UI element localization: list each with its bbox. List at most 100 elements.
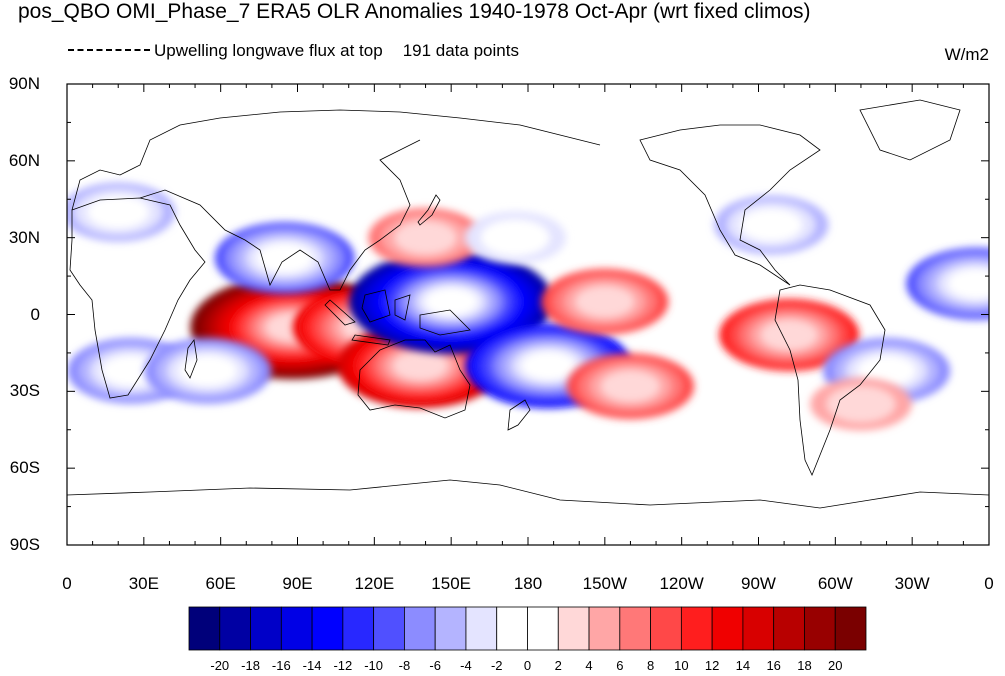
lon-label: 180 — [513, 574, 543, 593]
colorbar-label: 12 — [704, 658, 720, 673]
colorbar-box — [804, 606, 836, 651]
lon-label: 150E — [431, 574, 472, 593]
lon-label: 0 — [984, 574, 994, 593]
anomaly-japan-positive — [368, 208, 483, 268]
lat-label: 30N — [8, 227, 40, 247]
axis-ticks — [66, 83, 990, 546]
lon-label: 120W — [659, 574, 704, 593]
lon-label: 90E — [282, 574, 313, 593]
anomaly-europe-negative — [67, 182, 176, 242]
anomaly-contour — [575, 285, 635, 318]
colorbar-label: 18 — [797, 658, 812, 673]
colorbar-box — [342, 606, 375, 651]
colorbar-box — [465, 606, 498, 651]
anomaly-atlantic-negative — [906, 247, 989, 320]
greenland-coastline — [859, 99, 961, 161]
borneo-coastline — [361, 289, 391, 323]
colorbar-label: 8 — [646, 658, 655, 673]
colorbar-box — [557, 606, 590, 651]
anomaly-contour — [101, 355, 161, 387]
colorbar-label: -6 — [429, 658, 441, 673]
colorbar-box — [219, 606, 251, 651]
coastlines — [67, 99, 989, 509]
colorbar-box — [311, 606, 344, 651]
colorbar-box — [773, 606, 805, 651]
anomaly-contour — [601, 370, 660, 402]
madagascar-coastline — [184, 338, 198, 379]
colorbar-box — [742, 606, 775, 651]
colorbar-label: 20 — [827, 658, 843, 673]
colorbar-label: 6 — [616, 658, 624, 673]
south-america-coastline — [774, 284, 886, 477]
lat-label: 90S — [9, 535, 40, 554]
lon-label: 90W — [741, 574, 776, 593]
anomaly-madagascar-negative — [144, 338, 272, 404]
anomaly-contour — [480, 219, 550, 256]
map-title: pos_QBO OMI_Phase_7 ERA5 OLR Anomalies 1… — [18, 0, 811, 23]
north-eurasia-coastline — [71, 109, 601, 211]
colorbar-box — [404, 606, 436, 651]
legend-line: Upwelling longwave flux at top 191 data p… — [68, 41, 519, 61]
anomaly-contour — [760, 319, 818, 351]
colorbar-label: -16 — [271, 658, 291, 673]
colorbar-box — [650, 606, 682, 651]
anomaly-east-pacific-positive — [541, 268, 669, 335]
anomaly-north-pacific-negative — [464, 211, 566, 265]
anomaly-arabia-india-negative — [214, 222, 355, 295]
colorbar-label: 14 — [735, 658, 751, 673]
anomaly-contour — [394, 221, 457, 255]
lon-label: 150W — [582, 574, 628, 593]
colorbar-box — [250, 606, 282, 651]
data-points-count: 191 data points — [402, 41, 519, 60]
lon-label: 30W — [894, 574, 930, 593]
colorbar-box — [280, 606, 313, 651]
lat-label: 60S — [9, 458, 40, 478]
anomaly-contour — [826, 385, 896, 423]
lat-label: 30S — [9, 381, 40, 401]
anomaly-contour — [178, 355, 238, 387]
colorbar-label: -10 — [364, 658, 384, 673]
units-label: W/m2 — [944, 45, 989, 64]
lat-label: 90N — [8, 74, 40, 93]
dashed-line-icon — [68, 48, 150, 51]
colorbar-label: 4 — [585, 658, 593, 673]
colorbar — [188, 606, 867, 651]
anomaly-contour — [256, 242, 314, 274]
anomaly-fields — [67, 182, 989, 431]
australia-coastline — [357, 339, 471, 419]
lon-label: 60E — [205, 574, 236, 593]
colorbar-label: -12 — [333, 658, 353, 673]
sulawesi-coastline — [394, 294, 411, 321]
anomaly-contour — [947, 268, 989, 299]
lon-label: 120E — [354, 574, 395, 593]
lat-label: 60N — [8, 150, 40, 170]
colorbar-label: -2 — [490, 658, 503, 673]
colorbar-box — [834, 606, 867, 651]
new-guinea-coastline — [419, 309, 471, 336]
anomaly-contour — [424, 287, 478, 316]
lon-label: 60W — [817, 574, 853, 593]
africa-coastline — [69, 197, 206, 399]
japan-coastline — [417, 194, 441, 226]
anomaly-south-atlantic-positive — [810, 377, 912, 431]
colorbar-box — [434, 606, 467, 651]
legend-label: Upwelling longwave flux at top — [154, 41, 383, 60]
colorbar-box — [711, 606, 744, 651]
anomaly-contour — [87, 195, 150, 229]
colorbar-label: -18 — [241, 658, 260, 673]
colorbar-box — [496, 606, 528, 651]
antarctica-coastline — [67, 479, 989, 509]
north-america-coastline — [639, 124, 821, 286]
colorbar-box — [188, 606, 221, 651]
colorbar-label: -20 — [210, 658, 230, 673]
colorbar-label: -4 — [460, 658, 472, 673]
anomaly-south-pacific-east-positive — [566, 353, 695, 420]
colorbar-box — [619, 606, 651, 651]
anomaly-north-america-negative — [714, 195, 829, 255]
lon-label: 0 — [62, 574, 72, 593]
anomaly-contour — [393, 351, 448, 381]
sumatra-coastline — [324, 299, 356, 326]
colorbar-label: 0 — [523, 658, 532, 673]
colorbar-label: -14 — [302, 658, 322, 673]
